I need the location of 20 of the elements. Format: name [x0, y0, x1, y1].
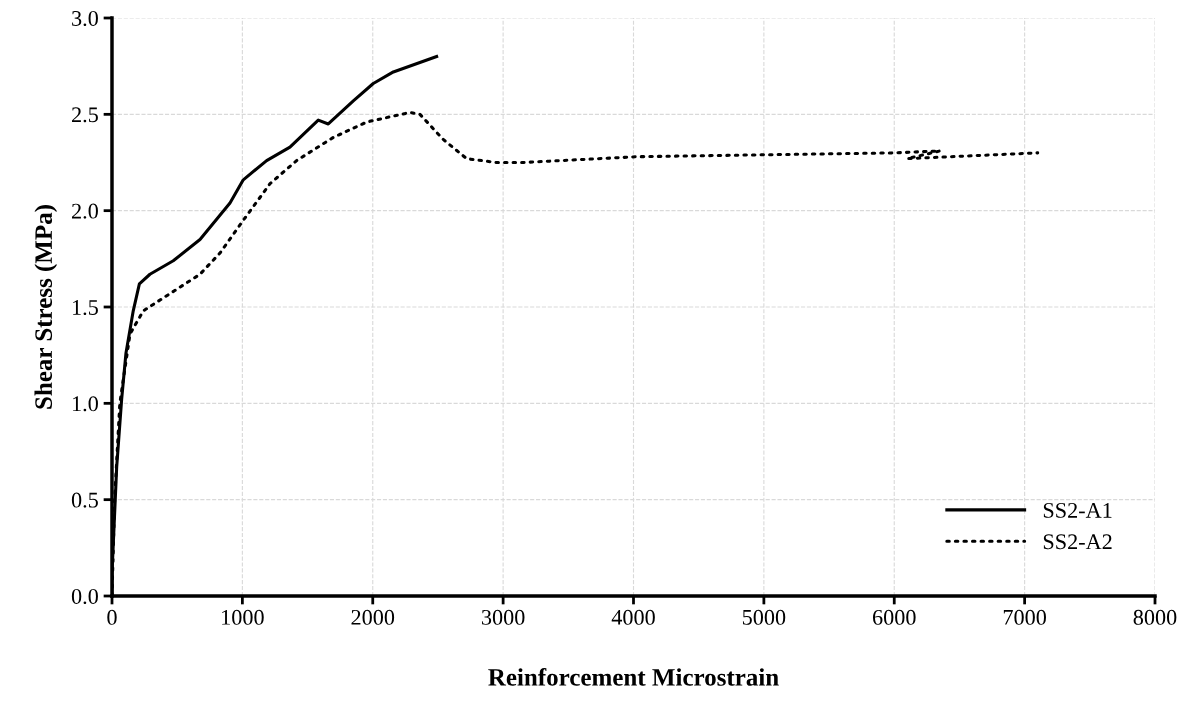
y-tick-label: 1.0 [72, 396, 98, 412]
x-tick-label: 0 [107, 609, 117, 625]
x-axis-title: Reinforcement Microstrain [488, 667, 779, 686]
legend-label: SS2-A1 [1043, 502, 1112, 518]
y-tick-label: 0.0 [71, 588, 98, 605]
x-tick-label: 2000 [351, 609, 395, 625]
y-tick-label: 2.5 [72, 107, 98, 123]
x-tick-label: 7000 [1003, 609, 1046, 625]
legend-label: SS2-A2 [1043, 534, 1112, 550]
x-tick-label: 6000 [872, 609, 916, 625]
y-tick-label: 1.5 [72, 300, 98, 316]
x-tick-label: 5000 [742, 609, 786, 625]
x-tick-label: 3000 [481, 609, 525, 625]
x-tick-label: 8000 [1133, 609, 1177, 625]
x-tick-label: 4000 [611, 609, 655, 625]
y-tick-label: 3.0 [72, 10, 98, 27]
y-tick-label: 0.5 [71, 492, 98, 508]
y-tick-label: 2.0 [72, 203, 98, 219]
x-tick-label: 1000 [222, 609, 264, 625]
y-axis-title: Shear Stress (MPa) [34, 205, 58, 409]
